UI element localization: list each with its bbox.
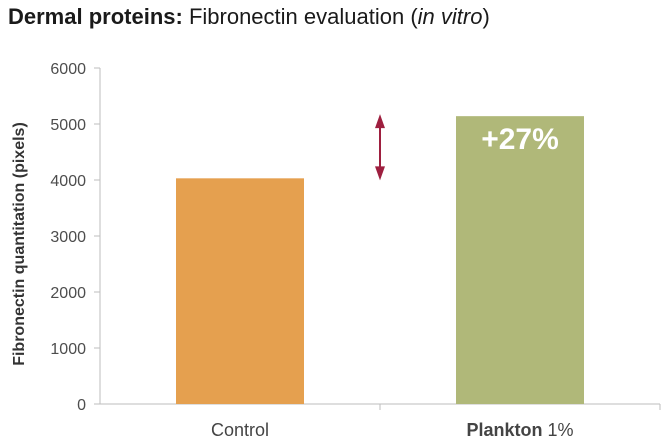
arrow-head-up-icon (375, 114, 385, 129)
arrow-head-down-icon (375, 166, 385, 181)
y-tick-label: 1000 (50, 341, 86, 358)
title-italic: in vitro (417, 4, 483, 29)
bar-control (176, 178, 304, 404)
title-main: Fibronectin evaluation (188, 4, 405, 29)
y-tick-label: 0 (77, 397, 86, 414)
y-tick-label: 5000 (50, 117, 86, 134)
x-tick-label: Plankton 1% (466, 420, 573, 440)
bar-plankton (456, 116, 584, 404)
y-tick-label: 4000 (50, 173, 86, 190)
y-tick-label: 2000 (50, 285, 86, 302)
title-paren-open: ( (410, 4, 418, 29)
x-tick-label: Control (211, 420, 269, 440)
bars (176, 116, 584, 404)
title-bold: Dermal proteins: (8, 4, 183, 29)
y-axis-label: Fibronectin quantitation (pixels) (11, 122, 28, 366)
y-tick-label: 6000 (50, 61, 86, 78)
chart-title: Dermal proteins: Fibronectin evaluation … (8, 4, 490, 30)
data-label: +27% (481, 123, 559, 156)
axes: 0 1000 2000 3000 4000 5000 6000 Fibronectin qua… (11, 61, 661, 414)
y-tick-label: 3000 (50, 229, 86, 246)
title-paren-close: ) (482, 4, 490, 29)
labels: Control Plankton 1% +27% (211, 114, 574, 440)
